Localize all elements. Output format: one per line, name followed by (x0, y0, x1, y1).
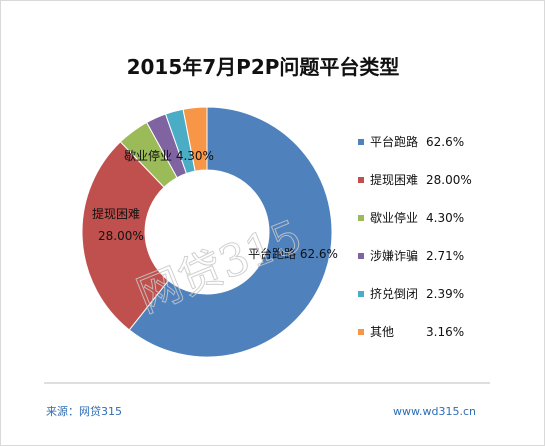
legend-swatch-4 (358, 253, 364, 259)
legend-swatch-2 (358, 177, 364, 183)
legend-value-5: 2.39% (426, 287, 464, 301)
legend-swatch-3 (358, 215, 364, 221)
legend-value-4: 2.71% (426, 249, 464, 263)
data-label-3: 歇业停业 4.30% (124, 148, 214, 163)
slice-2 (81, 141, 170, 331)
data-label-2-name: 提现困难 (92, 206, 140, 221)
legend-label-5: 挤兑倒闭 (370, 286, 418, 301)
footer-source: 来源：网贷315 (46, 404, 122, 418)
legend-value-6: 3.16% (426, 325, 464, 339)
footer-url: www.wd315.cn (393, 405, 476, 418)
slice-6 (182, 106, 208, 172)
chart-title: 2015年7月P2P问题平台类型 (127, 55, 400, 79)
legend-label-4: 涉嫌诈骗 (370, 248, 418, 263)
donut-slices (81, 106, 333, 358)
data-labels: 平台跑路 62.6% 提现困难 28.00% 歇业停业 4.30% (92, 148, 338, 261)
legend-value-1: 62.6% (426, 135, 464, 149)
legend-label-3: 歇业停业 (370, 210, 418, 225)
data-label-2-value: 28.00% (98, 229, 144, 243)
legend-label-2: 提现困难 (370, 172, 418, 187)
legend-swatch-6 (358, 329, 364, 335)
legend-value-2: 28.00% (426, 173, 472, 187)
legend: 平台跑路 62.6% 提现困难 28.00% 歇业停业 4.30% 涉嫌诈骗 2.71% 挤兑倒… (358, 134, 472, 339)
legend-value-3: 4.30% (426, 211, 464, 225)
legend-label-1: 平台跑路 (370, 134, 418, 149)
legend-swatch-1 (358, 139, 364, 145)
slice-1 (128, 106, 333, 358)
data-label-1: 平台跑路 62.6% (248, 246, 338, 261)
legend-label-6: 其他 (370, 325, 394, 339)
legend-swatch-5 (358, 291, 364, 297)
